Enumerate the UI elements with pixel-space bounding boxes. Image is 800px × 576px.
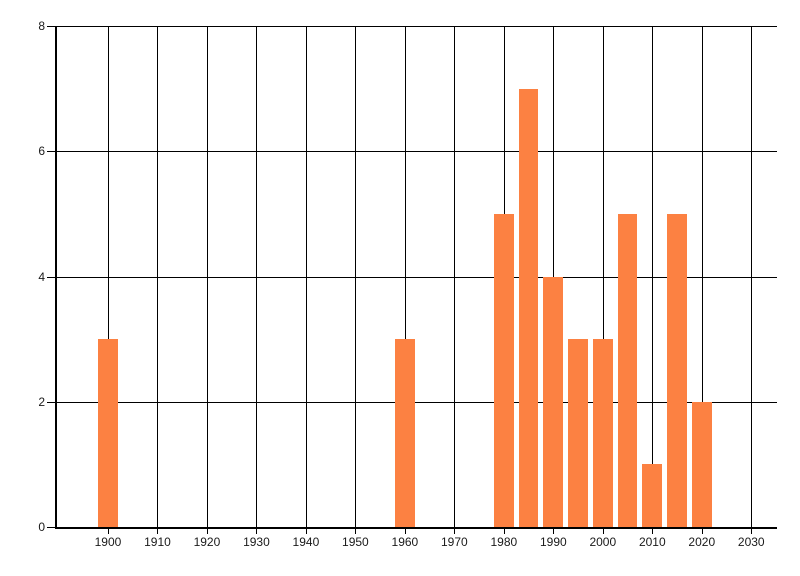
x-gridline-1920 (206, 26, 208, 534)
y-tick-6 (47, 151, 57, 153)
x-gridline-1940 (305, 26, 307, 534)
x-gridline-2000 (602, 26, 604, 534)
bar-1990 (543, 276, 564, 527)
x-tick-label-1970: 1970 (441, 535, 468, 549)
y-axis-line (55, 26, 57, 529)
x-gridline-1950 (355, 26, 357, 534)
x-tick-label-1980: 1980 (490, 535, 518, 549)
bar-2020 (691, 401, 712, 527)
x-gridline-1960 (404, 26, 406, 534)
x-tick-label-1940: 1940 (292, 535, 320, 549)
x-tick-label-1930: 1930 (243, 535, 270, 549)
bar-2005 (617, 213, 638, 527)
x-tick-label-2020: 2020 (688, 535, 716, 549)
x-tick-label-1990: 1990 (539, 535, 567, 549)
x-gridline-1970 (454, 26, 456, 534)
y-tick-2 (47, 401, 57, 403)
x-gridline-1910 (157, 26, 159, 534)
x-tick-label-1910: 1910 (144, 535, 171, 549)
y-tick-label-2: 2 (38, 394, 45, 409)
y-gridline-2 (57, 401, 777, 403)
y-tick-label-4: 4 (38, 269, 45, 284)
y-gridline-8 (57, 26, 777, 27)
x-tick-label-2030: 2030 (737, 535, 765, 549)
y-tick-8 (47, 26, 57, 27)
x-gridline-2010 (652, 26, 654, 534)
y-tick-label-8: 8 (38, 19, 45, 33)
x-tick-label-2010: 2010 (638, 535, 666, 549)
y-tick-0 (47, 527, 57, 528)
x-gridline-1900 (107, 26, 109, 534)
bar-1900 (98, 339, 118, 527)
x-tick-label-1900: 1900 (94, 535, 122, 549)
y-gridline-6 (57, 151, 777, 153)
bar-2000 (592, 339, 613, 527)
x-tick-label-2000: 2000 (589, 535, 617, 549)
x-axis-line (55, 527, 777, 529)
bar-2010 (642, 464, 663, 527)
y-tick-label-6: 6 (38, 144, 45, 159)
x-tick-label-1950: 1950 (342, 535, 369, 549)
x-gridline-2030 (751, 26, 753, 534)
y-gridline-4 (57, 276, 777, 278)
bar-1995 (568, 339, 588, 527)
y-tick-4 (47, 276, 57, 278)
bar-1985 (518, 88, 539, 527)
bar-2015 (667, 213, 687, 527)
x-tick-label-1920: 1920 (193, 535, 221, 549)
x-tick-label-1960: 1960 (391, 535, 419, 549)
y-tick-label-0: 0 (38, 520, 45, 534)
bar-1960 (394, 339, 415, 527)
x-gridline-2020 (701, 26, 703, 534)
bar-1980 (493, 213, 514, 527)
x-gridline-1930 (256, 26, 258, 534)
